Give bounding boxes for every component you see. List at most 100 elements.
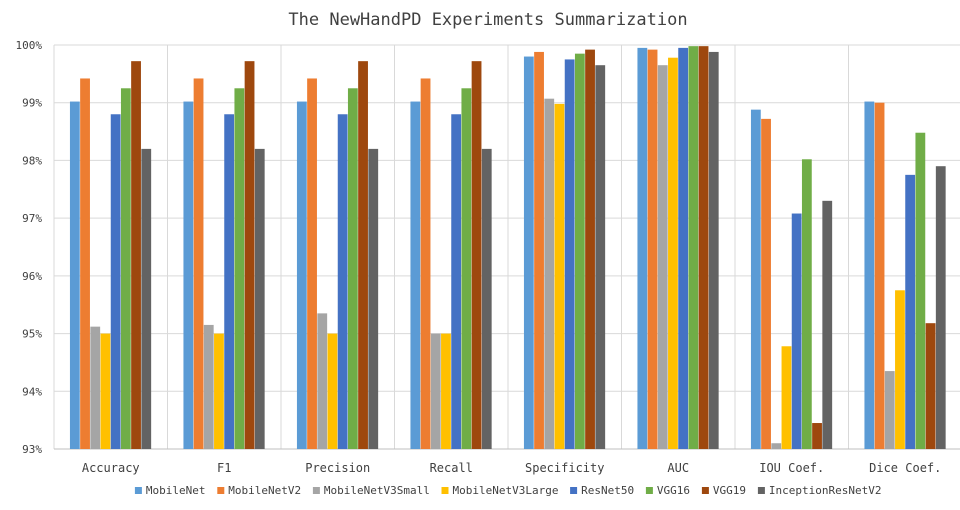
legend-swatch (645, 487, 653, 494)
bar (234, 88, 245, 450)
y-tick-label: 100% (16, 39, 43, 52)
bar (120, 88, 131, 450)
bar (657, 65, 668, 449)
bar (708, 51, 719, 449)
bar (750, 109, 761, 449)
legend-label: MobileNetV2 (228, 484, 301, 497)
bar (420, 78, 431, 449)
y-tick-label: 96% (22, 270, 42, 283)
legend-swatch (757, 487, 765, 494)
chart-title: The NewHandPD Experiments Summarization (288, 10, 687, 30)
bar (585, 49, 595, 450)
bar (864, 101, 875, 449)
bar (574, 53, 585, 450)
legend-label: VGG16 (657, 484, 690, 497)
bar (874, 102, 885, 449)
x-tick-label: Precision (305, 461, 370, 475)
bar (915, 132, 926, 449)
bar (595, 65, 606, 449)
bar (183, 101, 194, 449)
legend-swatch (441, 487, 449, 494)
bar (895, 290, 905, 449)
bar (564, 59, 575, 450)
bar (905, 174, 916, 449)
legend-label: MobileNetV3Large (453, 484, 559, 497)
bar (637, 47, 648, 450)
bar (461, 88, 472, 450)
bar (110, 114, 121, 449)
bar (214, 333, 224, 449)
bar (471, 61, 482, 449)
bar (544, 98, 555, 449)
bar (534, 51, 544, 449)
bar (410, 101, 421, 449)
legend-label: MobileNet (146, 484, 206, 497)
bar (668, 57, 678, 449)
bar (327, 333, 338, 449)
bar (244, 61, 255, 449)
bar (801, 159, 812, 449)
x-tick-label: AUC (667, 461, 689, 475)
x-tick-label: Dice Coef. (869, 461, 941, 475)
y-tick-label: 95% (22, 328, 42, 341)
bar (771, 443, 782, 449)
bar (358, 61, 368, 449)
bar (307, 78, 317, 449)
bar (925, 323, 936, 449)
y-tick-label: 97% (22, 212, 42, 225)
bar (822, 200, 833, 449)
x-axis-ticks: Accuracy F1 Precision Recall Specificity AUC I… (82, 461, 942, 475)
bar (761, 118, 771, 450)
bar (647, 49, 658, 450)
bar (481, 148, 492, 449)
bar (688, 46, 699, 449)
legend-label: MobileNetV3Small (324, 484, 430, 497)
bar (884, 371, 895, 449)
y-tick-label: 93% (22, 443, 42, 456)
bar (441, 333, 451, 449)
legend-label: InceptionResNetV2 (769, 484, 882, 497)
bar (698, 46, 709, 449)
bar (254, 148, 265, 449)
legend-swatch (134, 487, 142, 494)
bar (100, 333, 111, 449)
bar (935, 166, 946, 449)
x-tick-label: F1 (217, 461, 231, 475)
legend-swatch (570, 487, 578, 494)
legend-label: VGG19 (713, 484, 746, 497)
bar (131, 61, 141, 449)
bar (678, 47, 689, 450)
y-tick-label: 98% (22, 154, 42, 167)
x-tick-label: Recall (430, 461, 473, 475)
legend: MobileNet MobileNetV2 MobileNetV3Small Mobi… (134, 484, 882, 497)
legend-swatch (701, 487, 709, 494)
bar (224, 114, 235, 449)
bars-layer (69, 46, 946, 450)
bar (193, 78, 204, 449)
legend-swatch (312, 487, 320, 494)
bar (523, 56, 534, 450)
y-tick-label: 99% (22, 97, 42, 110)
x-tick-label: Specificity (525, 461, 604, 475)
y-axis-ticks: 93% 94% 95% 96% 97% 98% 99% 100% (16, 39, 43, 456)
y-tick-label: 94% (22, 385, 42, 398)
bar (317, 313, 328, 449)
legend-swatch (217, 487, 225, 494)
bar (430, 333, 441, 449)
bar (791, 213, 802, 449)
bar (296, 101, 307, 449)
bar (141, 148, 152, 449)
x-tick-label: IOU Coef. (759, 461, 824, 475)
bar (203, 324, 214, 449)
bar (69, 101, 80, 449)
x-tick-label: Accuracy (82, 461, 140, 475)
bar (80, 78, 90, 449)
bar (347, 88, 358, 450)
bar (337, 114, 348, 449)
bar (451, 114, 462, 449)
bar (812, 423, 822, 449)
bar (368, 148, 379, 449)
grid-layer (53, 44, 960, 450)
